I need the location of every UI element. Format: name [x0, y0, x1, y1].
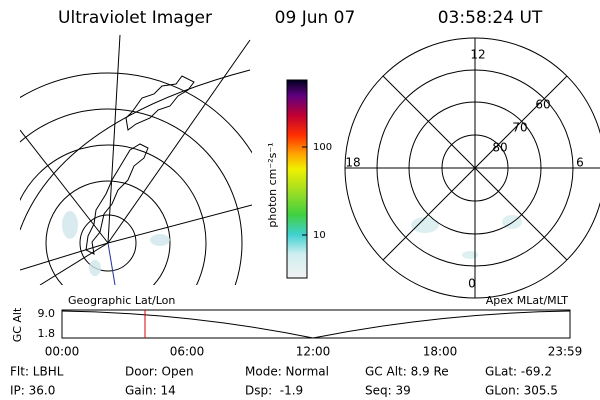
footer: Flt: LBHL Door: Open Mode: Normal GC Alt…	[10, 365, 558, 398]
altitude-curve	[61, 310, 571, 339]
time-tick: 00:00	[45, 345, 80, 359]
mlt-label: 0	[468, 277, 476, 291]
time: 03:58:24 UT	[438, 8, 543, 28]
time-tick: 23:59	[548, 345, 583, 359]
altitude-ytick: 9.0	[38, 307, 56, 320]
footer-field: Flt: LBHL	[10, 365, 64, 379]
footer-field: Dsp: -1.9	[245, 384, 303, 398]
lat-label: 70	[512, 121, 527, 135]
colorbar-tick: 10	[313, 230, 326, 241]
mlt-label: 6	[576, 156, 584, 170]
polar-map: 12 18 6 0 60 70 80	[344, 37, 600, 299]
lat-label: 80	[492, 141, 507, 155]
colorbar-label: photon cm⁻²s⁻¹	[266, 142, 279, 227]
colorbar	[286, 79, 308, 279]
footer-field: Door: Open	[125, 365, 194, 379]
footer-field: GC Alt: 8.9 Re	[365, 365, 449, 379]
footer-field: Gain: 14	[125, 384, 176, 398]
time-tick: 18:00	[423, 345, 458, 359]
time-tick: 06:00	[170, 345, 205, 359]
altitude-frame	[61, 309, 571, 339]
lat-label: 60	[535, 98, 550, 112]
footer-field: Seq: 39	[365, 384, 411, 398]
footer-field: Mode: Normal	[245, 365, 329, 379]
title: Ultraviolet Imager	[58, 8, 212, 28]
altitude-ylabel: GC Alt	[11, 307, 24, 342]
altitude-ytick: 1.8	[38, 327, 56, 340]
polar-label: Apex MLat/MLT	[486, 294, 569, 307]
time-tick: 12:00	[296, 345, 331, 359]
date: 09 Jun 07	[275, 8, 356, 28]
mlt-label: 12	[470, 48, 485, 62]
colorbar-tick: 100	[313, 142, 332, 153]
mlt-label: 18	[345, 156, 360, 170]
footer-field: GLat: -69.2	[485, 365, 552, 379]
geo-label: Geographic Lat/Lon	[68, 294, 175, 307]
footer-field: IP: 36.0	[10, 384, 55, 398]
geo-map	[20, 35, 252, 285]
footer-field: GLon: 305.5	[485, 384, 558, 398]
